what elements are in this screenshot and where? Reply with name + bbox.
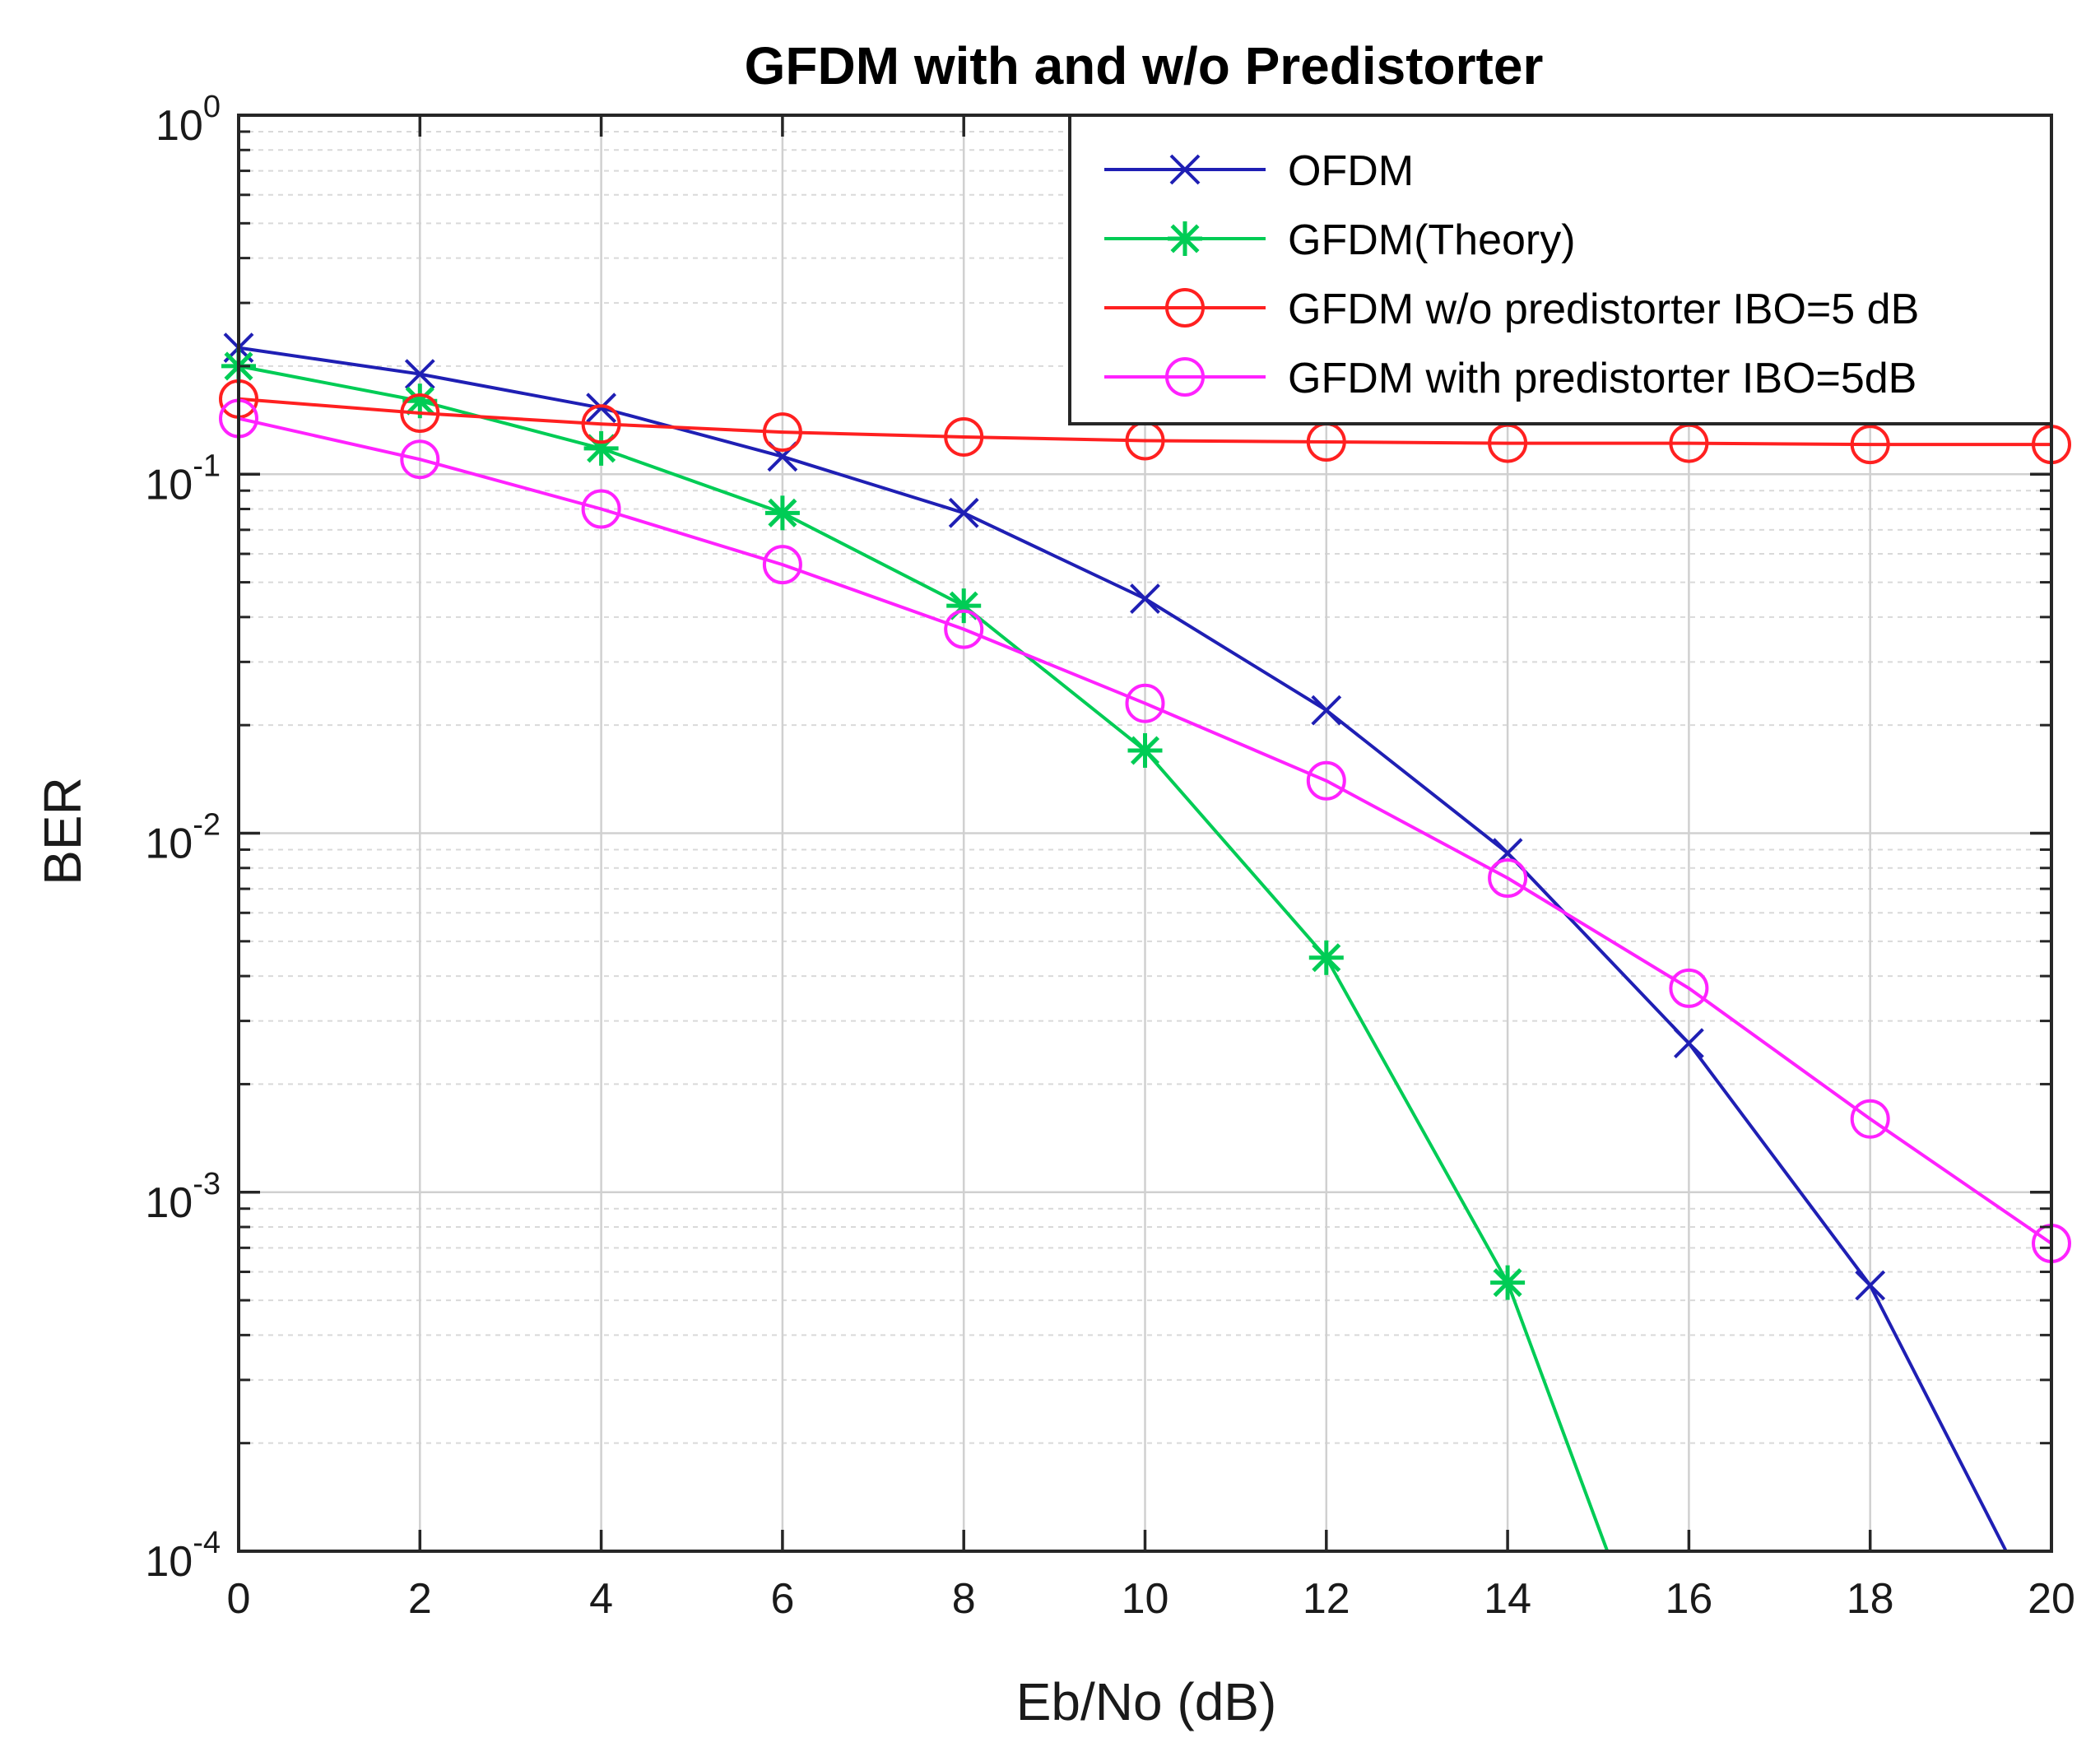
tick-labels: 100 10-1 10-2 10-3 10-40 2 4 6 8 10 12 14 16 18 20 (145, 90, 2075, 1623)
data-point (1127, 732, 1163, 768)
data-point (1308, 940, 1344, 975)
x-tick-label: 8 (952, 1575, 976, 1623)
data-point (1673, 1028, 1704, 1059)
legend-marker (1168, 221, 1202, 256)
legend-marker (1165, 288, 1205, 328)
x-tick-label: 2 (408, 1575, 432, 1623)
x-tick-label: 4 (589, 1575, 613, 1623)
y-tick-label: 10-2 (145, 808, 221, 868)
legend-marker (1169, 154, 1201, 185)
data-point (944, 609, 984, 649)
data-point (1488, 858, 1528, 899)
x-axis-label: Eb/No (dB) (1016, 1672, 1277, 1731)
data-point (1311, 695, 1342, 726)
x-tick-label: 18 (1847, 1575, 1894, 1623)
legend-label: GFDM with predistorter IBO=5dB (1288, 355, 1916, 402)
series-layer (219, 332, 2071, 1552)
data-point (400, 393, 440, 433)
data-point (400, 439, 440, 480)
series-3 (219, 379, 2071, 465)
series-4 (219, 398, 2071, 1263)
data-point (1490, 1265, 1526, 1300)
data-point (581, 489, 621, 529)
data-point (762, 545, 802, 585)
data-point (1855, 1270, 1886, 1301)
legend-marker (1165, 357, 1205, 397)
series-line (238, 397, 2051, 447)
data-point (764, 495, 800, 531)
x-tick-label: 0 (227, 1575, 251, 1623)
y-tick-label: 100 (156, 90, 221, 150)
x-tick-label: 6 (770, 1575, 794, 1623)
data-point (586, 393, 617, 424)
y-tick-label: 10-1 (145, 448, 221, 509)
data-point (404, 359, 435, 390)
chart-title: GFDM with and w/o Predistorter (745, 36, 1544, 95)
y-tick-label: 10-4 (145, 1526, 221, 1586)
legend-entry: GFDM w/o predistorter IBO=5 dB (1104, 286, 1919, 333)
data-point (1125, 683, 1165, 723)
x-tick-label: 14 (1484, 1575, 1531, 1623)
data-point (1306, 760, 1346, 801)
y-axis-label: BER (33, 777, 92, 885)
legend: OFDM GFDM(Theory) GFDM w/o predistorter IB… (1068, 114, 2053, 425)
legend-entry: OFDM (1104, 147, 1414, 195)
x-tick-label: 16 (1665, 1575, 1712, 1623)
legend-box (1068, 114, 2053, 425)
data-point (1130, 583, 1160, 614)
x-tick-label: 12 (1303, 1575, 1350, 1623)
legend-label: GFDM w/o predistorter IBO=5 dB (1288, 286, 1919, 333)
data-point (581, 404, 621, 444)
x-tick-label: 20 (2028, 1575, 2075, 1623)
data-point (1850, 1099, 1890, 1139)
series-line (238, 416, 2053, 1245)
data-point (944, 416, 984, 457)
x-tick-label: 10 (1122, 1575, 1169, 1623)
y-tick-label: 10-3 (145, 1167, 221, 1227)
legend-label: GFDM(Theory) (1288, 216, 1576, 264)
legend-entry: GFDM with predistorter IBO=5dB (1104, 355, 1916, 402)
data-point (762, 412, 802, 453)
legend-entry: GFDM(Theory) (1104, 216, 1576, 264)
data-point (1850, 425, 1890, 465)
legend-label: OFDM (1288, 147, 1414, 195)
ticks (237, 114, 2053, 1553)
data-point (948, 497, 979, 528)
data-point (1669, 968, 1709, 1008)
